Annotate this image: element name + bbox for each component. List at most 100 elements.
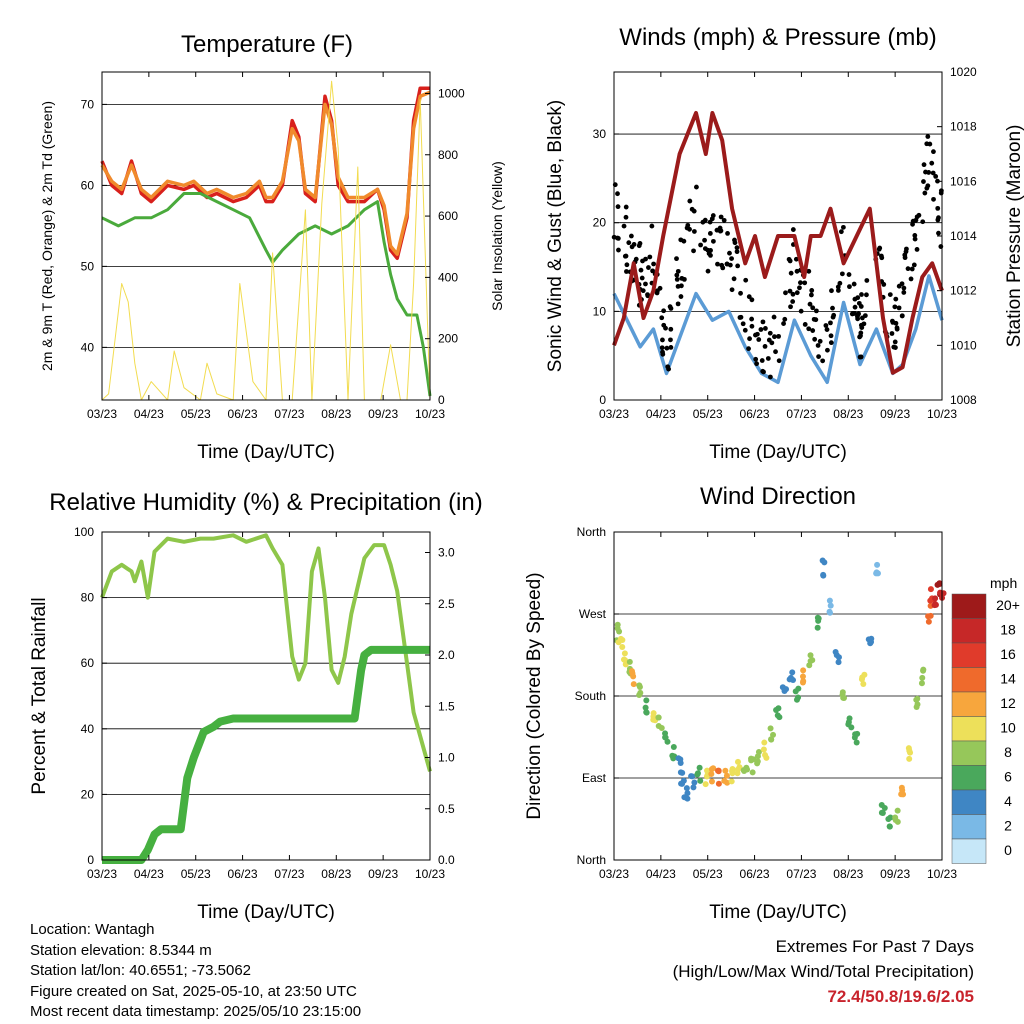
x-tick-label: 08/23 [833, 867, 863, 881]
gust-point [754, 361, 760, 367]
gust-point [901, 290, 907, 295]
wind-direction-point [690, 784, 697, 791]
wind-direction-point [885, 816, 892, 823]
gust-point [654, 290, 660, 296]
wind-direction-point [723, 772, 730, 779]
gust-point [790, 291, 796, 297]
gust-point [734, 245, 740, 251]
wind-direction-point [679, 769, 686, 776]
x-tick-label: 07/23 [786, 867, 816, 881]
colorbar-label: 16 [1000, 646, 1016, 662]
x-tick-label: 10/23 [415, 407, 445, 421]
x-tick-label: 09/23 [880, 407, 910, 421]
wind-direction-point [743, 764, 750, 771]
x-tick-label: 07/23 [274, 407, 304, 421]
created-text: Figure created on Sat, 2025-05-10, at 23… [30, 982, 357, 1000]
gust-point [715, 261, 720, 267]
gust-point [678, 237, 684, 243]
gust-point [890, 319, 896, 325]
gust-point [808, 292, 814, 298]
gust-point [908, 276, 914, 282]
gust-point [815, 343, 821, 348]
wind-direction-point [729, 770, 736, 777]
gust-point [935, 217, 941, 223]
gust-point [781, 321, 786, 326]
humidity-title: Relative Humidity (%) & Precipitation (i… [49, 489, 482, 516]
gust-point [760, 319, 766, 325]
gust-point [876, 246, 882, 252]
wind-direction-point [905, 745, 912, 752]
gust-point [679, 283, 684, 289]
gust-point [705, 268, 711, 274]
wind-direction-point [670, 744, 677, 751]
gust-point [862, 313, 868, 319]
gust-point [749, 316, 755, 322]
gust-point [661, 308, 667, 314]
gust-point [776, 333, 781, 339]
gust-point [624, 269, 629, 274]
colorbar-swatch [951, 789, 987, 815]
wind-direction-point [691, 779, 698, 786]
x-tick-label: 08/23 [321, 407, 351, 421]
wind-direction-point [800, 667, 807, 674]
gust-point [666, 366, 671, 372]
wind-direction-point [621, 650, 628, 657]
gust-point [668, 337, 673, 343]
wind-direction-point [694, 771, 701, 778]
gust-point [773, 349, 778, 355]
gust-point [925, 183, 931, 189]
gust-point [899, 281, 905, 287]
wind-direction-point [614, 625, 621, 632]
gust-point [628, 233, 634, 239]
gust-point [839, 271, 845, 277]
gust-point [783, 290, 788, 296]
wind-direction-point [703, 773, 710, 780]
gust-point [893, 345, 898, 350]
wind-direction-point [708, 778, 715, 785]
gust-point [813, 317, 819, 323]
gust-point [725, 231, 730, 236]
wind-direction-point [615, 639, 622, 646]
gust-point [837, 280, 843, 286]
gust-point [624, 262, 630, 268]
gust-point [929, 160, 935, 166]
gust-point [788, 270, 794, 276]
x-tick-label: 05/23 [181, 867, 211, 881]
x-tick-label: 04/23 [134, 407, 164, 421]
gust-point [681, 276, 687, 282]
x-tick-label: 05/23 [693, 407, 723, 421]
gust-point [933, 173, 939, 179]
gust-point [807, 301, 813, 307]
y-tick-label: 40 [81, 722, 95, 736]
y2-tick-label: 0.0 [438, 853, 455, 867]
gust-point [702, 217, 708, 223]
wind-direction-point [721, 777, 728, 784]
gust-point [825, 347, 830, 353]
wind-direction-point [688, 773, 695, 780]
wind-direction-point [658, 724, 665, 731]
wind-direction-xlabel: Time (Day/UTC) [709, 902, 847, 923]
wind-direction-point [619, 643, 626, 650]
winds-panel: Winds (mph) & Pressure (mb) 03/23 04/23 05… [545, 24, 1024, 463]
series-line-station-pressure [612, 111, 944, 375]
wind-direction-point [925, 618, 932, 625]
colorbar-label: 2 [1004, 818, 1012, 834]
wind-direction-point [650, 710, 657, 717]
gust-point [820, 358, 826, 364]
gust-point [754, 331, 760, 337]
wind-direction-point [826, 597, 833, 604]
gust-point [893, 296, 899, 302]
humidity-ylabel: Percent & Total Rainfall [29, 597, 50, 794]
x-tick-label: 06/23 [228, 867, 258, 881]
gust-point [914, 214, 920, 220]
wind-direction-point [820, 571, 827, 578]
gust-point [838, 229, 844, 235]
gust-point [615, 235, 620, 241]
gust-point [828, 340, 834, 346]
colorbar-label: 14 [1000, 671, 1016, 687]
gust-point [616, 247, 621, 253]
y-tick-label: 50 [81, 259, 95, 273]
gust-point [675, 301, 681, 307]
colorbar-label: 0 [1004, 842, 1012, 858]
gust-point [921, 179, 926, 184]
